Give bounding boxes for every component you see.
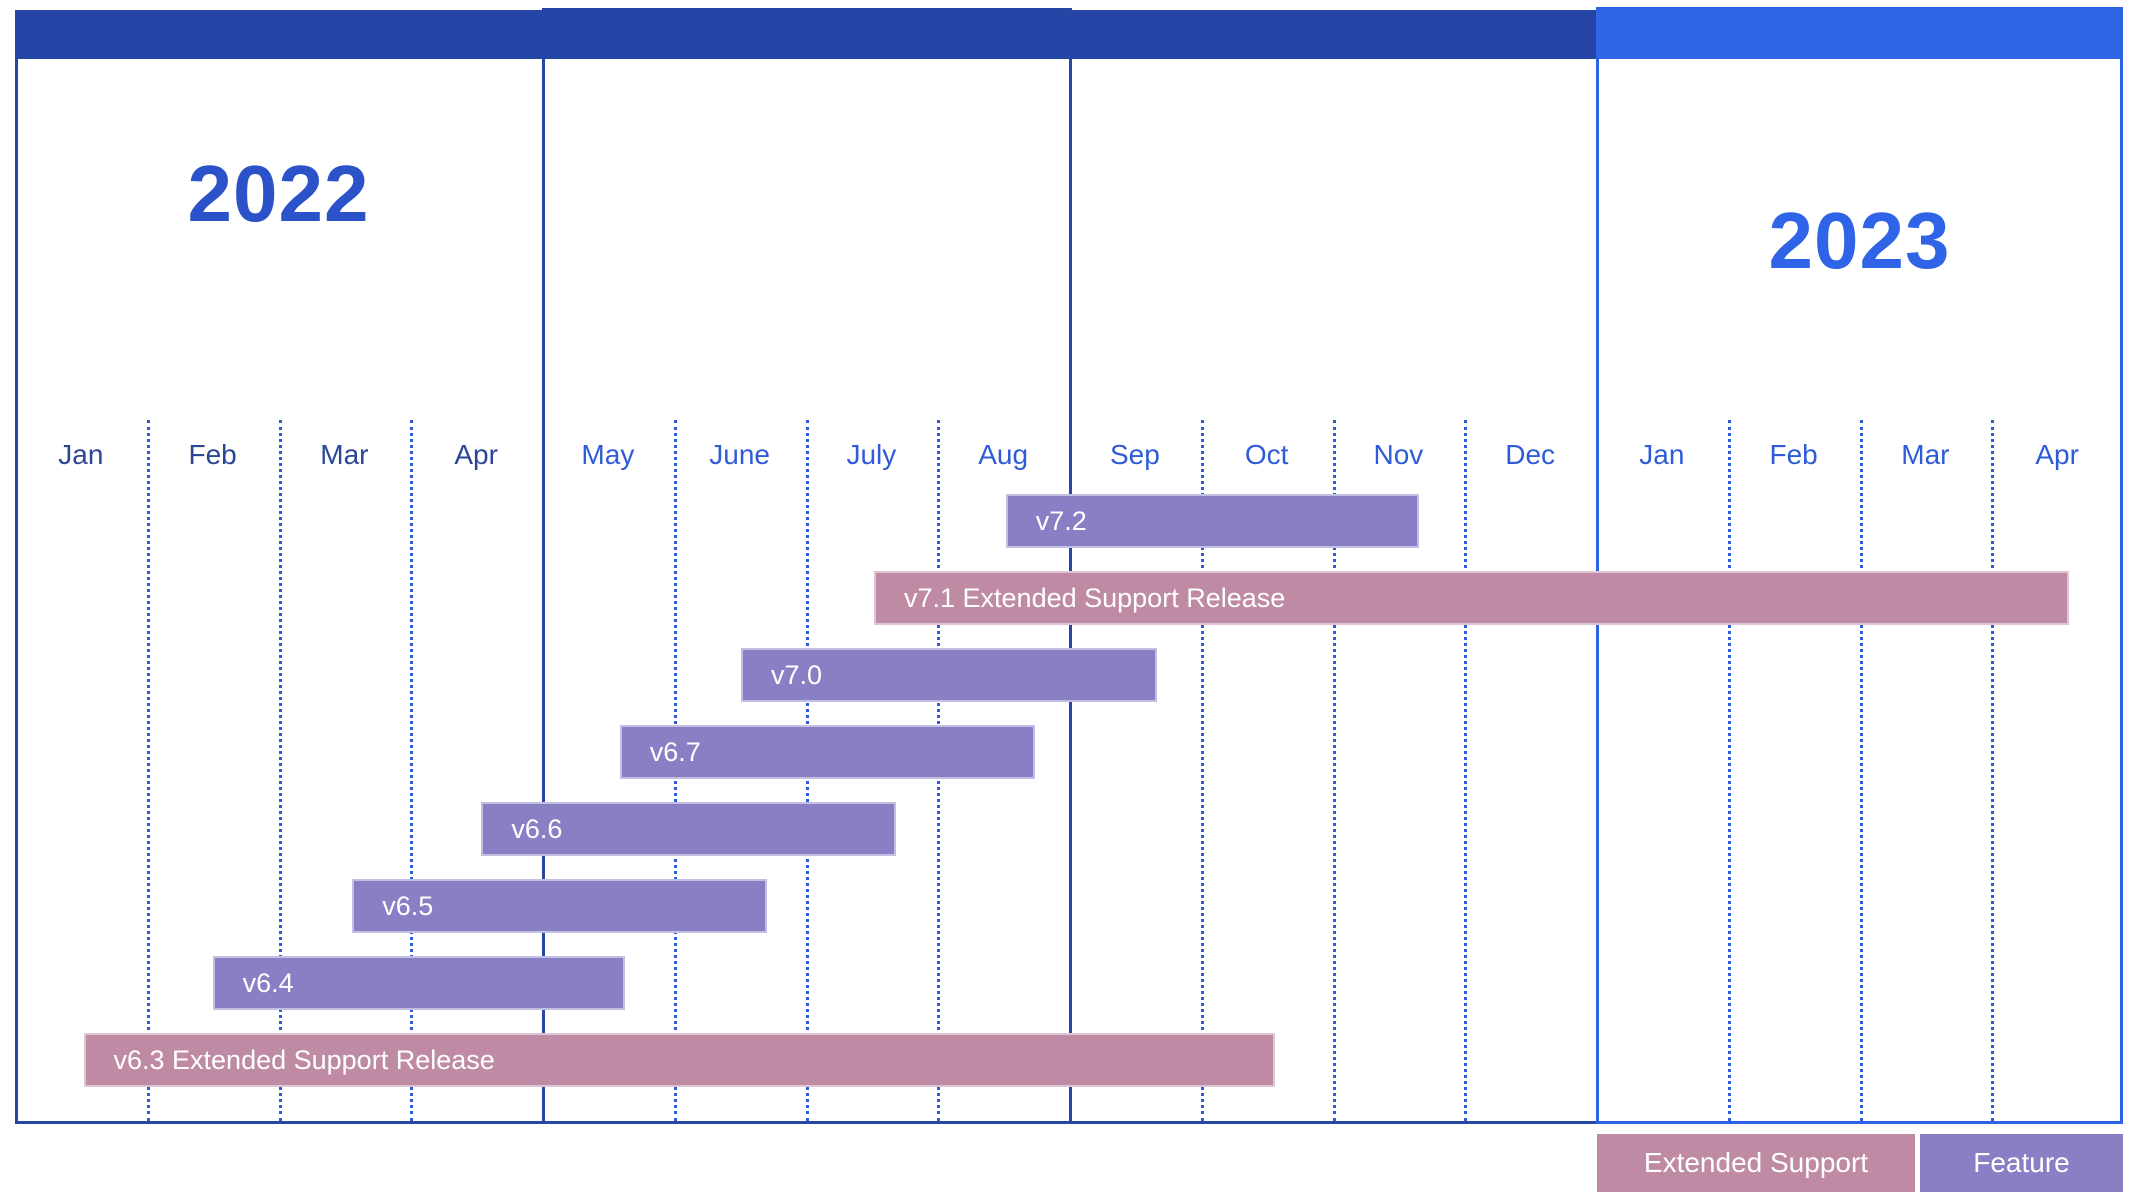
quarter-header-2023-q1 [1598,9,2121,59]
month-label-jan-2022: Jan [58,439,104,470]
release-bar-v6.6[interactable]: v6.6 [481,802,897,856]
month-label-feb-2023: Feb [1769,439,1818,470]
month-label-mar-2023: Mar [1901,439,1950,470]
release-bar-v7.2[interactable]: v7.2 [1005,494,1420,548]
month-label-apr-2022: Apr [454,439,498,470]
quarter-header-2022-q3 [1071,12,1597,59]
month-label-jan-2023: Jan [1639,439,1685,470]
release-bar-v6.4[interactable]: v6.4 [212,956,625,1010]
month-label-apr-2023: Apr [2035,439,2079,470]
release-bar-v7.1[interactable]: v7.1 Extended Support Release [874,571,2069,625]
month-separator-line [278,420,282,1121]
month-label-sep-2022: Sep [1109,439,1160,470]
month-label-june-2022: June [709,439,770,470]
month-label-july-2022: July [846,439,897,470]
legend-feature-release: Feature Release [1920,1134,2123,1192]
month-separator-line [1200,420,1204,1121]
month-separator-line [1727,420,1731,1121]
release-bar-v6.5[interactable]: v6.5 [352,879,768,933]
year-label-2023: 2023 [1768,196,1951,285]
month-label-nov-2022: Nov [1373,439,1424,470]
release-bar-v7.0[interactable]: v7.0 [740,648,1158,702]
month-separator-line [410,420,414,1121]
quarter-header-2022-q1 [17,12,543,59]
release-bar-v6.7[interactable]: v6.7 [619,725,1035,779]
month-label-dec-2022: Dec [1505,439,1556,470]
quarter-header-2022-q2 [544,10,1070,59]
month-label-aug-2022: Aug [978,439,1029,470]
month-separator-line [1332,420,1336,1121]
release-bar-v6.3[interactable]: v6.3 Extended Support Release [83,1033,1275,1087]
month-label-mar-2022: Mar [320,439,369,470]
month-label-may-2022: May [581,439,635,470]
month-label-feb-2022: Feb [188,439,237,470]
month-separator-line [1859,420,1863,1121]
month-separator-line [1464,420,1468,1121]
year-label-2022: 2022 [187,149,370,238]
month-label-oct-2022: Oct [1244,439,1289,470]
legend-extended-support-release: Extended Support Release [1597,1134,1915,1192]
month-separator-line [1991,420,1995,1121]
month-separator-line [146,420,150,1121]
